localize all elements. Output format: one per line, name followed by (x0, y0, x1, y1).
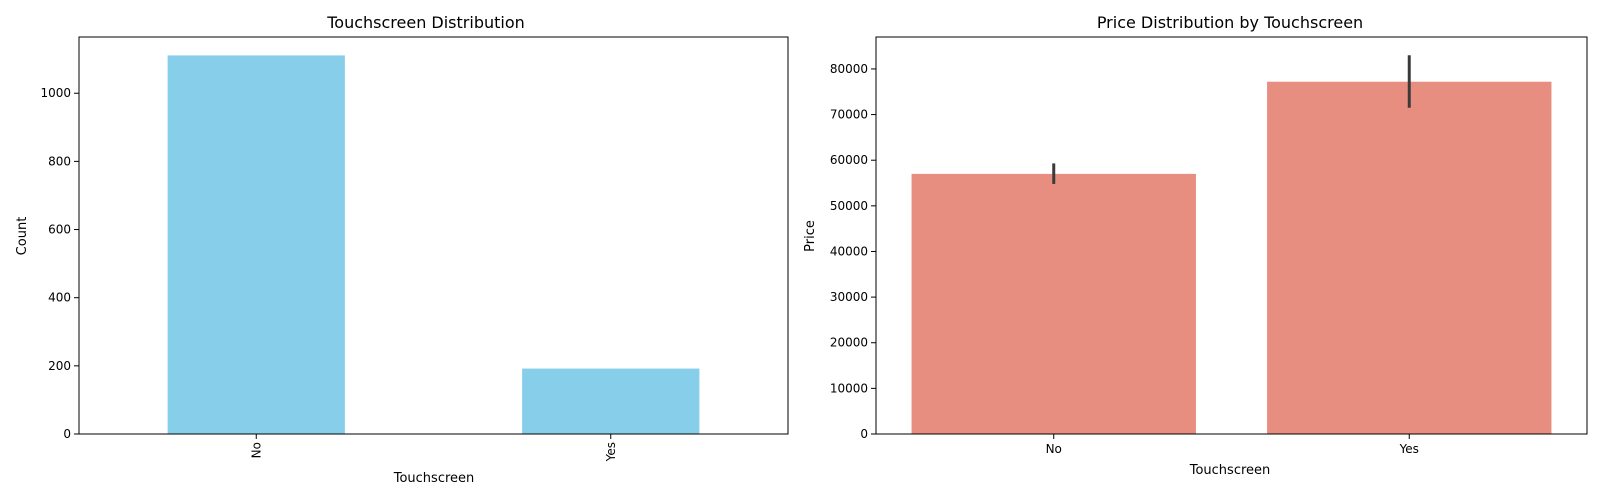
chart-touchscreen-distribution: Touchscreen Distribution 0 200 400 600 800 10… (15, 13, 789, 486)
chart-price-distribution-by-touchscreen: Price Distribution by Touchscreen 0 10000… (803, 13, 1588, 478)
bar-no (911, 173, 1196, 434)
bar-yes (1267, 81, 1552, 434)
y-tick-label: 400 (48, 291, 71, 305)
bars (911, 81, 1552, 434)
error-bars (1052, 55, 1411, 184)
y-axis-label: Count (15, 217, 30, 256)
y-axis-label: Price (803, 220, 818, 252)
y-axis-ticks: 0 200 400 600 800 1000 (40, 86, 79, 441)
x-tick-label: Yes (604, 442, 618, 462)
x-axis-label: Touchscreen (1189, 463, 1271, 478)
y-tick-label: 30000 (830, 290, 868, 304)
x-axis-ticks: No Yes (249, 434, 618, 462)
x-tick-label: Yes (1399, 442, 1419, 456)
y-tick-label: 50000 (830, 199, 868, 213)
chart-title: Touchscreen Distribution (326, 13, 525, 32)
x-axis-label: Touchscreen (393, 471, 475, 486)
bar-no (167, 55, 345, 434)
y-tick-label: 60000 (830, 153, 868, 167)
plot-frame (78, 36, 789, 435)
y-tick-label: 0 (63, 427, 71, 441)
chart-title: Price Distribution by Touchscreen (1097, 13, 1363, 32)
y-tick-label: 10000 (830, 381, 868, 395)
y-tick-label: 600 (48, 223, 71, 237)
y-tick-label: 0 (860, 427, 868, 441)
y-tick-label: 40000 (830, 244, 868, 258)
y-tick-label: 20000 (830, 336, 868, 350)
y-tick-label: 800 (48, 154, 71, 168)
y-axis-ticks: 0 10000 20000 30000 40000 50000 60000 70000 8000… (830, 62, 876, 441)
x-axis-ticks: No Yes (1046, 434, 1419, 456)
x-tick-label: No (249, 442, 263, 458)
y-tick-label: 80000 (830, 62, 868, 76)
x-tick-label: No (1046, 442, 1062, 456)
bars (167, 55, 700, 434)
y-tick-label: 1000 (40, 86, 71, 100)
plot-frame (875, 36, 1588, 435)
bar-yes (522, 368, 700, 434)
y-tick-label: 200 (48, 359, 71, 373)
y-tick-label: 70000 (830, 108, 868, 122)
